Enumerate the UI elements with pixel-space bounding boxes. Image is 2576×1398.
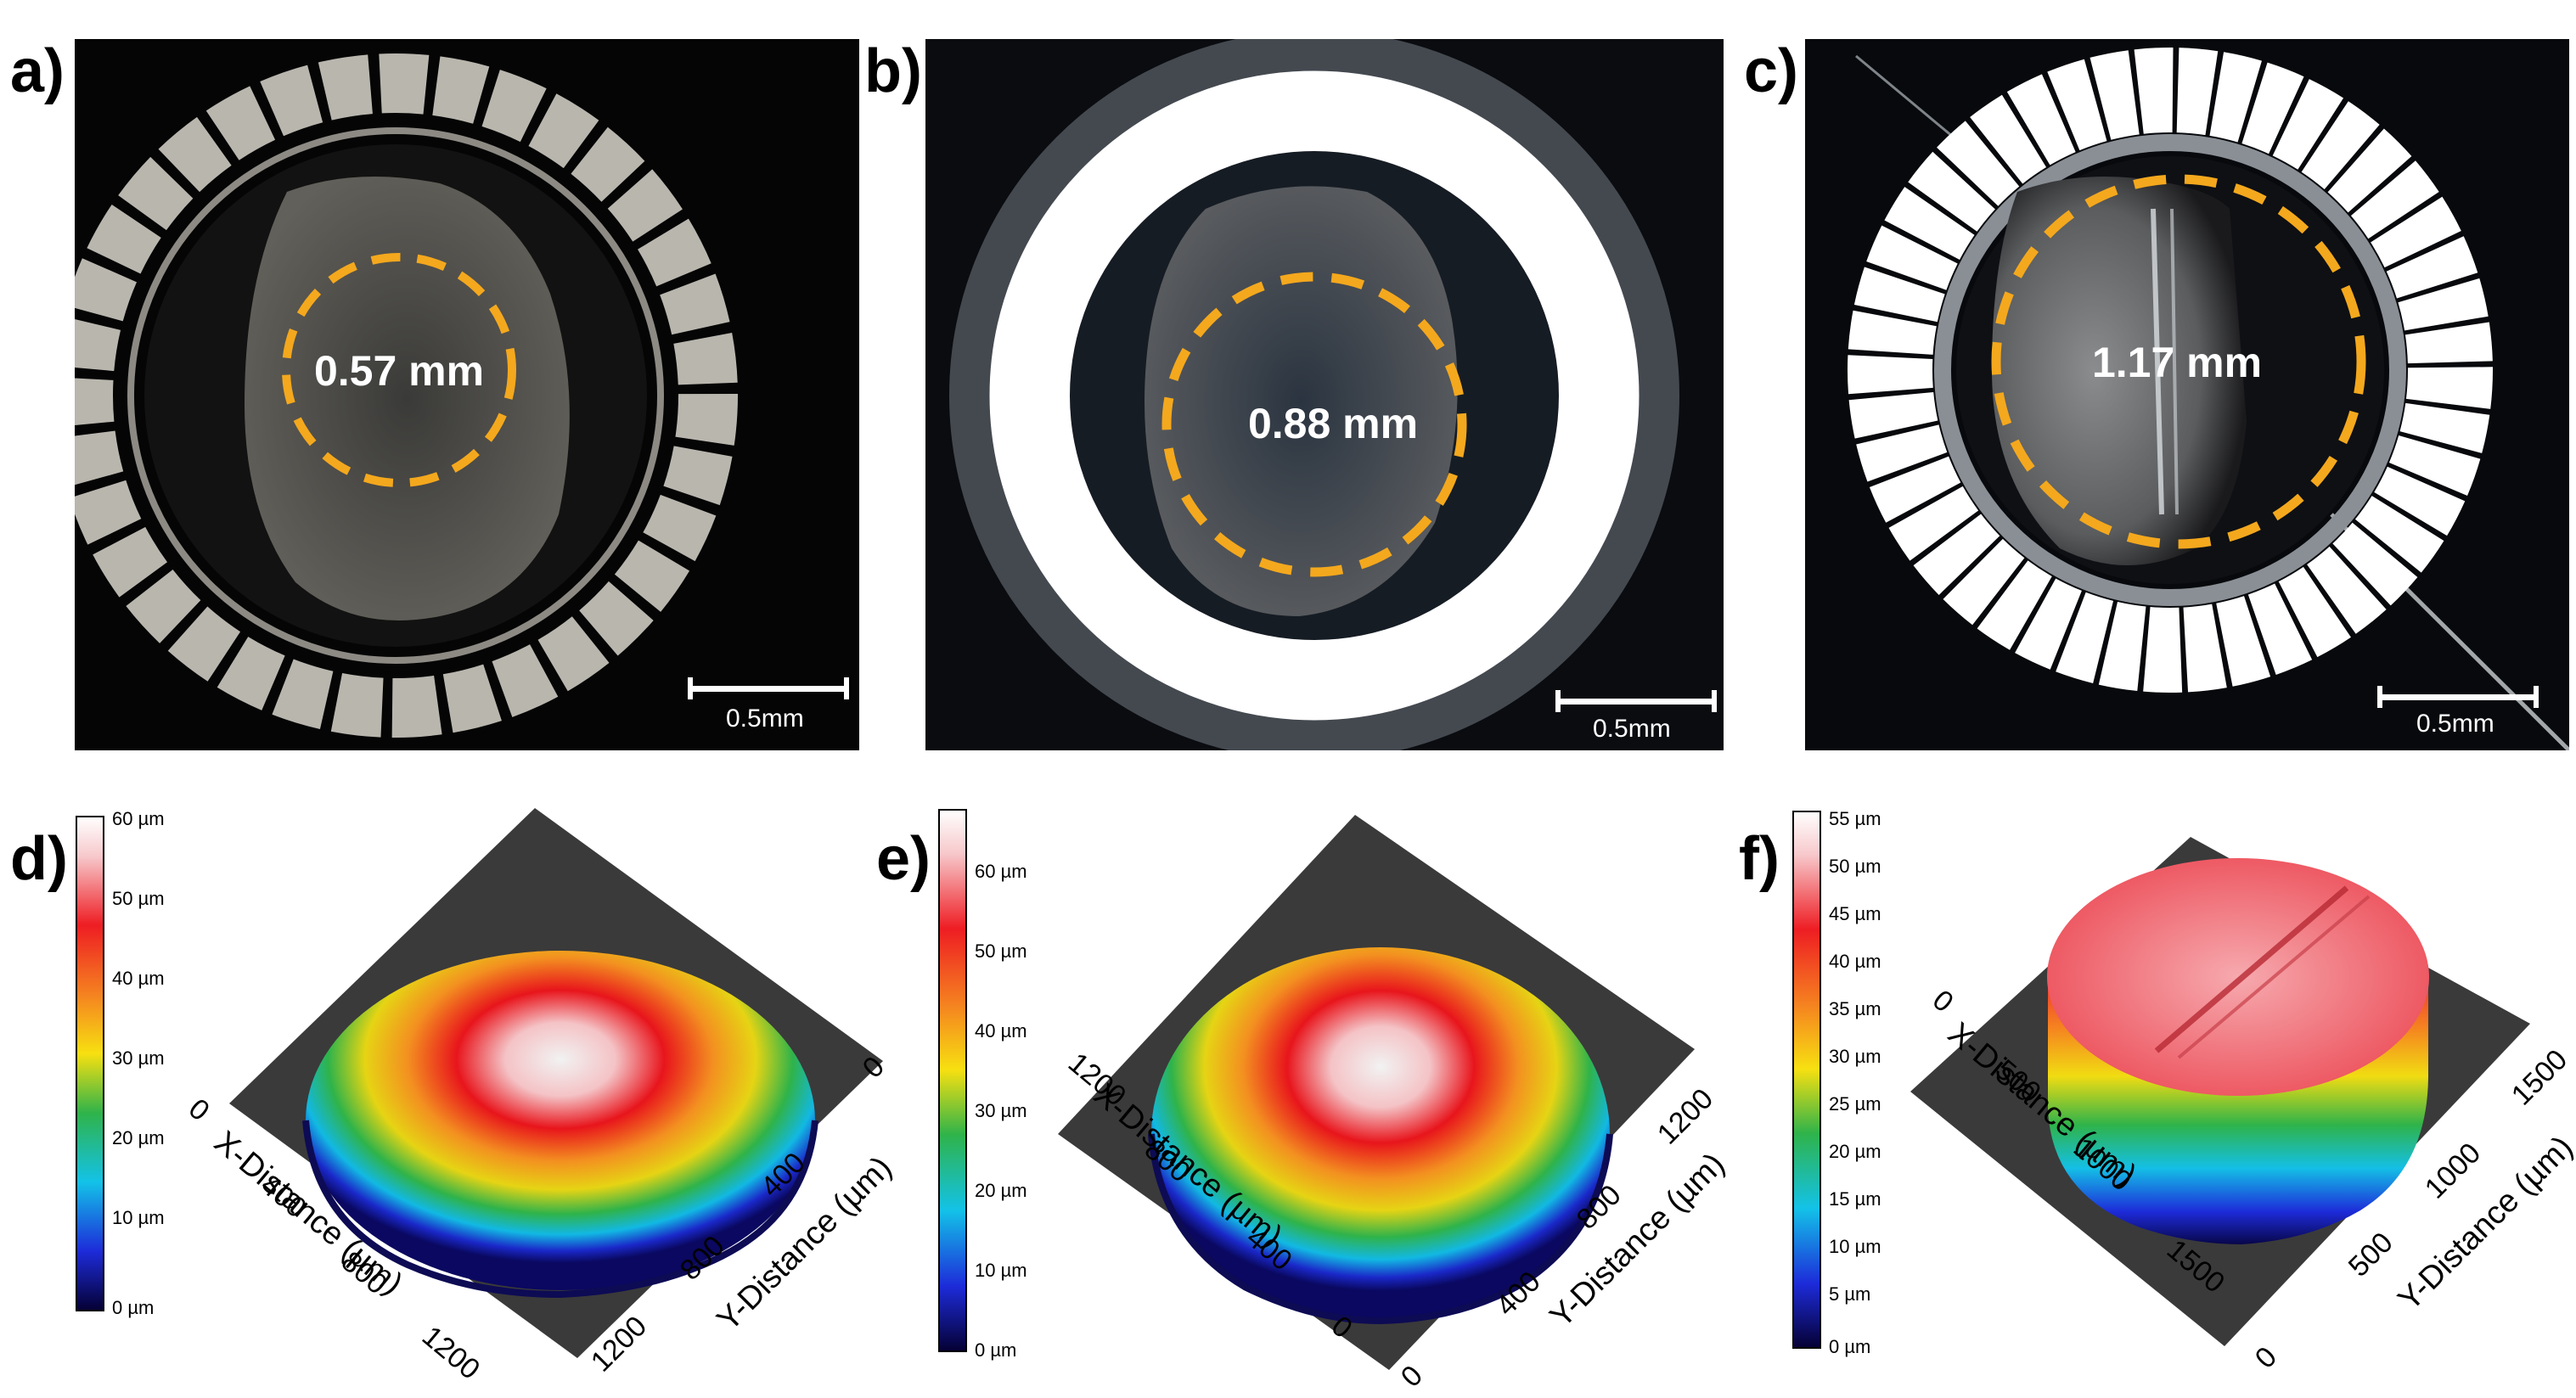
panel-label-b: b) [864,37,922,105]
panel-label-e: e) [876,825,931,893]
svg-text:50 µm: 50 µm [1829,856,1881,877]
svg-text:10 µm: 10 µm [112,1207,165,1228]
svg-text:30 µm: 30 µm [975,1100,1027,1121]
colorbar-d [76,816,104,1311]
svg-text:0: 0 [1926,984,1960,1019]
diameter-label-c: 1.17 mm [2092,339,2262,386]
colorbar-ticks-d: 60 µm 50 µm 40 µm 30 µm 20 µm 10 µm 0 µm [112,808,165,1318]
wear-scar-image-a: 0.57 mm [75,39,859,750]
colorbar-f [1792,811,1821,1349]
colorbar-ticks-f: 55 µm 50 µm 45 µm 40 µm 35 µm 30 µm 25 µ… [1829,808,1881,1357]
svg-text:5 µm: 5 µm [1829,1283,1870,1305]
micrograph-a: 0.57 mm 0.5mm [75,39,859,750]
svg-text:0: 0 [183,1092,216,1127]
svg-text:1500: 1500 [2506,1043,2573,1111]
svg-text:60 µm: 60 µm [975,861,1027,882]
svg-text:40 µm: 40 µm [1829,951,1881,972]
colorbar-ticks-e: 60 µm 50 µm 40 µm 30 µm 20 µm 10 µm 0 µm [975,861,1027,1361]
svg-text:20 µm: 20 µm [112,1127,165,1148]
scale-bar-label-c: 0.5mm [2416,710,2494,738]
svg-text:40 µm: 40 µm [112,968,165,989]
wear-scar-image-c: 1.17 mm [1805,39,2569,750]
flat-top-f [2047,858,2429,1096]
scale-bar-a [688,686,849,692]
diameter-circle-b [1161,272,1467,577]
svg-text:20 µm: 20 µm [975,1180,1027,1201]
svg-text:30 µm: 30 µm [112,1047,165,1069]
svg-text:500: 500 [2343,1227,2399,1283]
scale-bar-c [2377,694,2539,700]
diameter-label-a: 0.57 mm [314,347,484,395]
profile-3d-e: 60 µm 50 µm 40 µm 30 µm 20 µm 10 µm 0 µm… [938,809,1729,1394]
svg-text:1200: 1200 [1651,1082,1719,1150]
panel-label-f: f) [1739,825,1780,893]
profile-3d-f: 55 µm 50 µm 45 µm 40 µm 35 µm 30 µm 25 µ… [1792,808,2576,1375]
svg-text:55 µm: 55 µm [1829,808,1881,829]
colorbar-e [938,809,967,1352]
svg-text:15 µm: 15 µm [1829,1188,1881,1210]
wear-scar-image-b: 0.88 mm [925,39,1724,750]
profile-3d-d: 60 µm 50 µm 40 µm 30 µm 20 µm 10 µm 0 µm… [76,808,899,1386]
panel-label-c: c) [1744,37,1799,105]
dome-surface-d [306,951,815,1290]
micrograph-c: 1.17 mm 0.5mm [1805,39,2569,750]
svg-text:35 µm: 35 µm [1829,998,1881,1019]
diameter-label-b: 0.88 mm [1248,400,1418,447]
svg-text:1000: 1000 [2419,1137,2487,1204]
svg-text:45 µm: 45 µm [1829,903,1881,924]
svg-text:20 µm: 20 µm [1829,1141,1881,1162]
diameter-circle-a [282,253,516,487]
svg-text:40 µm: 40 µm [975,1020,1027,1041]
svg-text:25 µm: 25 µm [1829,1093,1881,1114]
dome-surface-e [1151,947,1610,1321]
svg-text:60 µm: 60 µm [112,808,165,829]
scale-bar-label-b: 0.5mm [1593,715,1671,743]
diameter-circle-c [1991,174,2366,549]
svg-text:0 µm: 0 µm [975,1339,1016,1361]
svg-text:1200: 1200 [416,1320,486,1386]
svg-text:30 µm: 30 µm [1829,1046,1881,1067]
svg-text:10 µm: 10 µm [975,1260,1027,1281]
scale-bar-label-a: 0.5mm [726,705,804,733]
svg-text:0: 0 [1395,1359,1429,1393]
svg-text:0 µm: 0 µm [1829,1336,1870,1357]
svg-text:0: 0 [2249,1340,2283,1374]
scale-bar-b [1555,699,1717,705]
svg-text:0 µm: 0 µm [112,1297,154,1318]
panel-label-a: a) [10,37,65,105]
panel-label-d: d) [10,825,68,893]
svg-text:50 µm: 50 µm [112,888,165,909]
svg-text:10 µm: 10 µm [1829,1236,1881,1257]
svg-text:50 µm: 50 µm [975,940,1027,962]
micrograph-b: 0.88 mm 0.5mm [925,39,1724,750]
